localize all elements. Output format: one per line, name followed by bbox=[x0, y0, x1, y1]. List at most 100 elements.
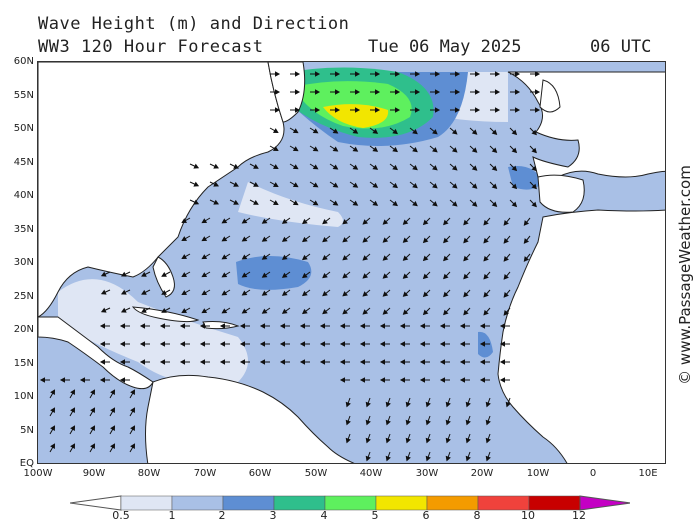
direction-arrow-head bbox=[322, 272, 328, 279]
lon-label: 50W bbox=[304, 468, 328, 479]
direction-arrow-head bbox=[100, 271, 107, 277]
lon-label: 40W bbox=[359, 468, 383, 479]
direction-arrow-head bbox=[434, 107, 441, 113]
direction-arrow-head bbox=[394, 71, 401, 77]
direction-arrow-head bbox=[179, 341, 186, 347]
direction-arrow-head bbox=[412, 128, 418, 135]
direction-arrow-head bbox=[439, 323, 446, 329]
direction-arrow-head bbox=[425, 455, 431, 462]
direction-arrow-head bbox=[399, 359, 406, 365]
direction-arrow-head bbox=[352, 200, 359, 206]
direction-arrow-head bbox=[432, 183, 438, 189]
direction-arrow-head bbox=[463, 255, 469, 262]
direction-arrow-head bbox=[253, 181, 259, 187]
forecast-utc: 06 UTC bbox=[590, 37, 652, 57]
direction-arrow-head bbox=[193, 181, 200, 187]
direction-arrow-head bbox=[259, 359, 266, 365]
direction-arrow-head bbox=[261, 290, 268, 296]
greenland-newfoundland bbox=[267, 62, 306, 123]
direction-arrow-head bbox=[499, 323, 506, 329]
direction-arrow-head bbox=[339, 323, 346, 329]
direction-arrow-head bbox=[120, 289, 127, 295]
direction-arrow-head bbox=[463, 309, 469, 316]
direction-arrow-head bbox=[334, 107, 341, 113]
direction-arrow-head bbox=[471, 201, 478, 207]
lat-label: 30N bbox=[13, 257, 34, 268]
direction-arrow-head bbox=[531, 147, 537, 154]
direction-arrow-head bbox=[499, 377, 506, 383]
direction-arrow-head bbox=[439, 377, 446, 383]
direction-arrow-head bbox=[382, 309, 389, 315]
direction-arrow-head bbox=[465, 437, 471, 444]
direction-arrow-head bbox=[422, 255, 429, 262]
direction-arrow-head bbox=[322, 236, 328, 243]
direction-arrow-head bbox=[385, 401, 391, 408]
colorbar-segments bbox=[70, 495, 630, 511]
direction-arrow-head bbox=[241, 308, 248, 314]
direction-arrow-head bbox=[99, 341, 106, 347]
direction-arrow-head bbox=[459, 341, 466, 347]
direction-arrow-head bbox=[463, 237, 469, 244]
direction-arrow-head bbox=[319, 323, 326, 329]
direction-arrow-head bbox=[354, 89, 361, 95]
direction-arrow-head bbox=[332, 164, 339, 170]
british-isles bbox=[539, 79, 561, 113]
direction-arrow-head bbox=[405, 401, 411, 408]
direction-arrow-head bbox=[432, 147, 438, 153]
direction-arrow-head bbox=[130, 407, 136, 414]
direction-arrow-head bbox=[322, 254, 328, 261]
direction-arrow-head bbox=[339, 377, 346, 383]
direction-arrow-head bbox=[199, 359, 206, 365]
direction-arrow-head bbox=[471, 183, 478, 189]
direction-arrow-head bbox=[531, 183, 537, 190]
colorbar-tick: 0.5 bbox=[112, 509, 130, 522]
direction-arrow-head bbox=[434, 89, 441, 95]
land bbox=[38, 62, 665, 463]
direction-arrow-head bbox=[201, 272, 208, 278]
direction-arrow-head bbox=[422, 309, 429, 316]
direction-arrow-head bbox=[130, 443, 136, 450]
direction-arrow-head bbox=[99, 377, 106, 383]
direction-arrow-head bbox=[259, 323, 266, 329]
direction-arrow-head bbox=[534, 89, 541, 95]
direction-arrow-head bbox=[483, 255, 489, 262]
direction-arrow-head bbox=[365, 455, 371, 462]
direction-arrow-head bbox=[474, 71, 481, 77]
direction-arrow-head bbox=[503, 238, 509, 244]
direction-arrow-head bbox=[302, 254, 308, 261]
lat-label: 10N bbox=[13, 391, 34, 402]
lat-label: 50N bbox=[13, 123, 34, 134]
direction-arrow-head bbox=[294, 71, 301, 77]
direction-arrow-head bbox=[392, 146, 398, 153]
direction-arrow-head bbox=[479, 341, 486, 347]
direction-arrow-head bbox=[119, 323, 126, 329]
direction-arrow-head bbox=[372, 146, 379, 152]
direction-arrow-head bbox=[193, 199, 200, 205]
direction-arrow-head bbox=[443, 255, 449, 262]
wave-direction-arrows bbox=[39, 71, 541, 462]
direction-arrow-head bbox=[261, 218, 268, 224]
iberia bbox=[537, 174, 585, 213]
direction-arrow-head bbox=[479, 323, 486, 329]
direction-arrow-head bbox=[514, 71, 521, 77]
hispaniola bbox=[202, 321, 240, 330]
direction-arrow-head bbox=[314, 89, 321, 95]
wave-map bbox=[37, 61, 666, 464]
direction-arrow-head bbox=[181, 236, 188, 241]
direction-arrow-head bbox=[314, 107, 321, 113]
direction-arrow-head bbox=[201, 308, 208, 314]
direction-arrow-head bbox=[394, 89, 401, 95]
direction-arrow-head bbox=[445, 419, 451, 426]
direction-arrow-head bbox=[499, 359, 506, 365]
direction-arrow-head bbox=[379, 323, 386, 329]
direction-arrow-head bbox=[179, 323, 186, 329]
north-america bbox=[38, 62, 285, 318]
colorbar-segment bbox=[477, 495, 530, 511]
direction-arrow-head bbox=[281, 272, 288, 278]
direction-arrow-head bbox=[181, 290, 188, 295]
direction-arrow-head bbox=[261, 236, 268, 242]
direction-arrow-head bbox=[365, 401, 371, 408]
direction-arrow-head bbox=[201, 290, 208, 296]
wave-map-svg bbox=[38, 62, 665, 463]
direction-arrow-head bbox=[414, 89, 421, 95]
